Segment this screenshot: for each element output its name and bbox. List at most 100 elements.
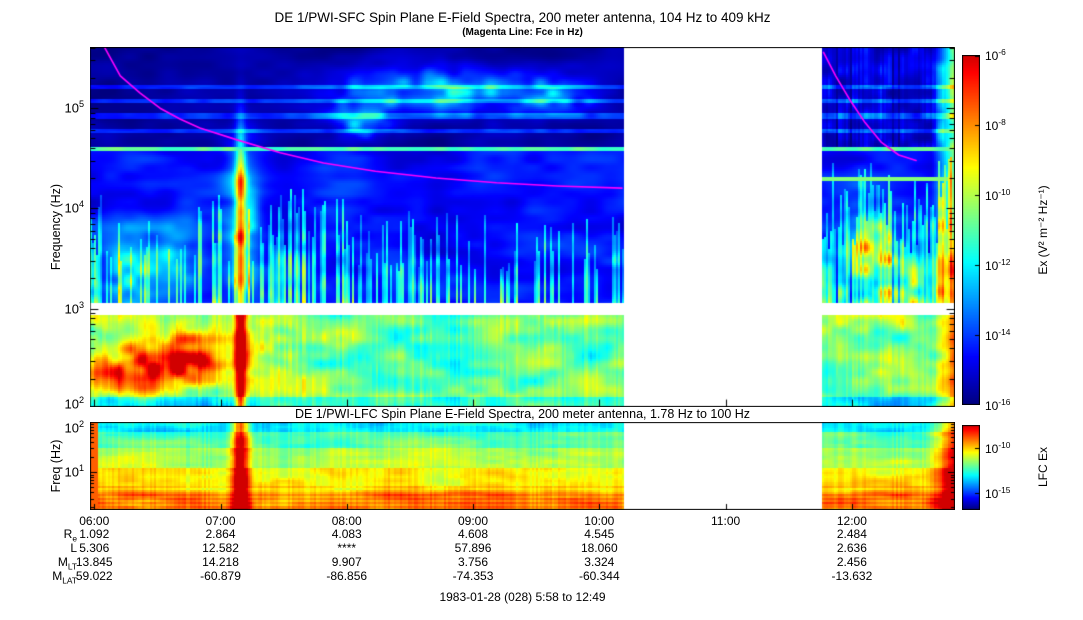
eph-value-text: 4.608 xyxy=(458,527,489,541)
sfc-ytick-label: 103 xyxy=(40,300,84,316)
time-tick-text: 06:00 xyxy=(79,514,110,528)
eph-value-text: **** xyxy=(337,541,357,555)
tick-exp: 2 xyxy=(78,419,84,429)
ephemeris-value: 2.636 xyxy=(837,541,867,555)
sfc-colorbar-tick-label: 10-8 xyxy=(985,117,1006,133)
tick-base: 10 xyxy=(64,200,79,216)
eph-value-text: 3.756 xyxy=(458,555,489,569)
tick-exp: 3 xyxy=(78,299,84,310)
eph-label-sub: LT xyxy=(67,561,77,572)
eph-value-text: -13.632 xyxy=(831,569,873,583)
ephemeris-value: 13.845 xyxy=(76,555,113,569)
ephemeris-row-label: MLT xyxy=(30,555,77,571)
ephemeris-value: 3.324 xyxy=(584,555,614,569)
ephemeris-value: -74.353 xyxy=(453,569,494,583)
time-tick-text: 12:00 xyxy=(836,514,867,528)
sfc-ytick-label: 104 xyxy=(40,199,84,215)
ephemeris-value: **** xyxy=(337,541,356,555)
ephemeris-value: 2.484 xyxy=(837,527,867,541)
eph-value-text: 2.864 xyxy=(205,527,236,541)
eph-value-text: 4.545 xyxy=(584,527,615,541)
ephemeris-row-label: L xyxy=(30,541,77,557)
eph-value-text: 2.484 xyxy=(836,527,867,541)
ephemeris-value: 2.456 xyxy=(837,555,867,569)
tick-exp: 4 xyxy=(78,199,84,210)
tick-base: 10 xyxy=(985,49,999,63)
time-tick-text: 07:00 xyxy=(205,514,236,528)
eph-value-text: 12.582 xyxy=(202,541,239,555)
eph-value-text: 2.456 xyxy=(836,555,867,569)
tick-base: 10 xyxy=(64,396,79,412)
time-tick-label: 08:00 xyxy=(332,514,362,528)
eph-label-sub: e xyxy=(72,533,77,544)
time-tick-label: 11:00 xyxy=(711,514,740,528)
tick-base: 10 xyxy=(985,189,999,203)
eph-value-text: 18.060 xyxy=(580,541,618,555)
sfc-colorbar-tick-label: 10-14 xyxy=(985,327,1010,343)
sfc-subtitle: (Magenta Line: Fce in Hz) xyxy=(462,27,583,38)
ephemeris-value: 2.864 xyxy=(206,527,236,541)
sfc-spectrogram-canvas xyxy=(90,47,955,407)
eph-value-text: -74.353 xyxy=(452,569,494,583)
sfc-colorbar-tick-label: 10-10 xyxy=(985,187,1010,203)
tick-base: 10 xyxy=(985,329,999,343)
sfc-yaxis-label: Frequency (Hz) xyxy=(49,183,63,271)
lfc-colorbar-canvas xyxy=(962,425,980,510)
ephemeris-value: 4.608 xyxy=(458,527,488,541)
time-tick-label: 07:00 xyxy=(206,514,236,528)
lfc-ytick-label: 101 xyxy=(40,463,84,479)
eph-label-text: R xyxy=(63,527,73,541)
ephemeris-value: 14.218 xyxy=(202,555,239,569)
ephemeris-row-label: Re xyxy=(30,527,77,543)
eph-value-text: -60.344 xyxy=(578,569,620,583)
eph-value-text: 1.092 xyxy=(79,527,110,541)
eph-label-sub: LAT xyxy=(62,575,77,586)
ephemeris-value: -86.856 xyxy=(326,569,367,583)
tick-base: 10 xyxy=(64,464,79,480)
eph-label-text: L xyxy=(70,541,77,555)
ephemeris-value: 1.092 xyxy=(79,527,109,541)
eph-value-text: 13.845 xyxy=(75,555,113,569)
tick-exp: -6 xyxy=(998,47,1006,57)
tick-base: 10 xyxy=(985,259,999,273)
sfc-ytick-label: 105 xyxy=(40,99,84,115)
ephemeris-value: 4.545 xyxy=(584,527,614,541)
eph-value-text: 9.907 xyxy=(331,555,362,569)
lfc-colorbar-tick-label: 10-15 xyxy=(985,485,1010,501)
eph-value-text: 4.083 xyxy=(331,527,362,541)
eph-value-text: 2.636 xyxy=(836,541,867,555)
tick-exp: -16 xyxy=(998,397,1011,407)
eph-value-text: 3.324 xyxy=(584,555,615,569)
tick-exp: 2 xyxy=(78,395,84,405)
eph-value-text: -60.879 xyxy=(200,569,241,583)
tick-base: 10 xyxy=(64,301,79,317)
lfc-colorbar-tick-label: 10-10 xyxy=(985,440,1010,456)
time-tick-text: 08:00 xyxy=(331,514,362,528)
time-range-caption: 1983-01-28 (028) 5:58 to 12:49 xyxy=(439,590,606,604)
sfc-colorbar-label: Ex (V² m⁻² Hz⁻¹) xyxy=(1036,185,1050,275)
tick-base: 10 xyxy=(985,119,999,133)
eph-value-text: 5.306 xyxy=(79,541,110,555)
lfc-spectrogram-canvas xyxy=(90,422,955,510)
tick-exp: -10 xyxy=(998,439,1011,450)
sfc-ytick-label: 102 xyxy=(40,395,84,411)
time-tick-label: 09:00 xyxy=(458,514,488,528)
lfc-title: DE 1/PWI-LFC Spin Plane E-Field Spectra,… xyxy=(294,407,751,421)
ephemeris-row-label: MLAT xyxy=(30,569,77,585)
sfc-colorbar-tick-label: 10-6 xyxy=(985,47,1006,63)
ephemeris-value: 3.756 xyxy=(458,555,488,569)
sfc-colorbar-canvas xyxy=(962,55,980,405)
time-tick-text: 11:00 xyxy=(711,514,741,528)
tick-exp: -10 xyxy=(998,187,1011,197)
ephemeris-value: 12.582 xyxy=(202,541,239,555)
ephemeris-value: -60.879 xyxy=(200,569,241,583)
tick-base: 10 xyxy=(985,399,999,413)
tick-exp: -8 xyxy=(998,117,1006,127)
ephemeris-value: 57.896 xyxy=(455,541,492,555)
ephemeris-value: 18.060 xyxy=(581,541,618,555)
tick-exp: 1 xyxy=(78,463,84,474)
ephemeris-value: 9.907 xyxy=(332,555,362,569)
ephemeris-value: -13.632 xyxy=(832,569,873,583)
tick-base: 10 xyxy=(64,100,79,116)
